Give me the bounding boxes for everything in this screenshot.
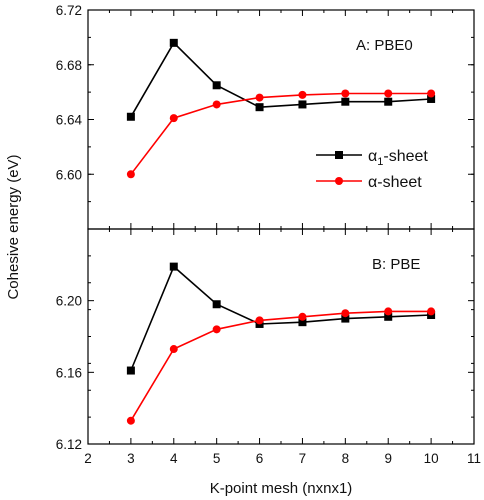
x-tick-label: 11 bbox=[467, 451, 481, 466]
x-tick-label: 9 bbox=[384, 451, 392, 466]
legend-marker-alpha bbox=[335, 177, 343, 185]
point-a-s0-4 bbox=[298, 100, 307, 109]
point-a-s1-2 bbox=[212, 100, 221, 109]
point-a-s1-5 bbox=[341, 89, 350, 98]
legend-alpha1-sub: 1 bbox=[377, 156, 383, 168]
point-a-s1-3 bbox=[255, 93, 264, 102]
panel-b-label: B: PBE bbox=[372, 256, 420, 273]
legend-alpha1-base: α bbox=[368, 148, 377, 165]
chart-marks: 6.60 6.64 6.68 6.72 6.12 6.16 6.20 2 3 4 5 6 7 8 9 10 11 bbox=[56, 3, 481, 466]
point-b-s1-0 bbox=[126, 416, 135, 425]
point-a-s0-7 bbox=[427, 94, 436, 103]
y-tick-label-a: 6.72 bbox=[56, 3, 82, 18]
point-b-s1-7 bbox=[427, 307, 436, 316]
series-line-b-0 bbox=[130, 265, 432, 371]
series-line-a-1 bbox=[130, 92, 432, 175]
point-a-s0-6 bbox=[384, 97, 393, 106]
legend-label-alpha1: α1-sheet bbox=[368, 148, 428, 168]
point-a-s1-0 bbox=[126, 170, 135, 179]
x-tick-label: 3 bbox=[127, 451, 135, 466]
legend: α1-sheet α-sheet bbox=[316, 148, 428, 191]
y-tick-label-b: 6.20 bbox=[56, 294, 82, 309]
point-b-s1-2 bbox=[212, 325, 221, 334]
y-tick-label-a: 6.64 bbox=[56, 113, 83, 128]
legend-marker-alpha1 bbox=[335, 151, 343, 159]
x-tick-label: 4 bbox=[170, 451, 178, 466]
y-tick-label-b: 6.12 bbox=[56, 437, 82, 452]
point-b-s0-0 bbox=[126, 366, 135, 375]
point-b-s1-6 bbox=[384, 307, 393, 316]
point-b-s1-3 bbox=[255, 316, 264, 325]
point-b-s1-5 bbox=[341, 309, 350, 318]
point-a-s0-0 bbox=[126, 112, 135, 121]
x-tick-label: 7 bbox=[299, 451, 307, 466]
point-b-s0-4 bbox=[298, 318, 307, 327]
series-line-b-1 bbox=[130, 310, 432, 422]
x-axis-title: K-point mesh (nxnx1) bbox=[210, 480, 353, 497]
point-a-s0-5 bbox=[341, 97, 350, 106]
point-a-s1-4 bbox=[298, 90, 307, 99]
y-axis-title: Cohesive energy (eV) bbox=[5, 154, 22, 299]
point-b-s0-5 bbox=[341, 314, 350, 323]
legend-alpha1-suffix: -sheet bbox=[383, 148, 428, 165]
point-b-s0-6 bbox=[384, 312, 393, 321]
point-b-s1-1 bbox=[169, 345, 178, 354]
x-tick-label: 6 bbox=[256, 451, 264, 466]
y-tick-label-a: 6.60 bbox=[56, 167, 82, 182]
point-b-s0-1 bbox=[169, 262, 178, 271]
legend-label-alpha: α-sheet bbox=[368, 174, 422, 191]
panel-a-label: A: PBE0 bbox=[356, 37, 413, 54]
legend-alpha-suffix: -sheet bbox=[377, 174, 422, 191]
point-a-s0-1 bbox=[169, 38, 178, 47]
point-b-s1-4 bbox=[298, 312, 307, 321]
point-a-s1-1 bbox=[169, 114, 178, 123]
y-tick-label-a: 6.68 bbox=[56, 58, 82, 73]
point-a-s0-3 bbox=[255, 103, 264, 112]
point-a-s0-2 bbox=[212, 81, 221, 90]
panel-a-frame bbox=[87, 9, 475, 230]
point-a-s1-7 bbox=[427, 89, 436, 98]
x-tick-label: 8 bbox=[342, 451, 350, 466]
y-tick-label-b: 6.16 bbox=[56, 365, 82, 380]
x-tick-label: 2 bbox=[84, 451, 92, 466]
point-a-s1-6 bbox=[384, 89, 393, 98]
point-b-s0-2 bbox=[212, 300, 221, 309]
legend-alpha-base: α bbox=[368, 174, 377, 191]
x-tick-label: 5 bbox=[213, 451, 221, 466]
x-tick-label: 10 bbox=[424, 451, 439, 466]
series-line-a-0 bbox=[130, 41, 432, 118]
